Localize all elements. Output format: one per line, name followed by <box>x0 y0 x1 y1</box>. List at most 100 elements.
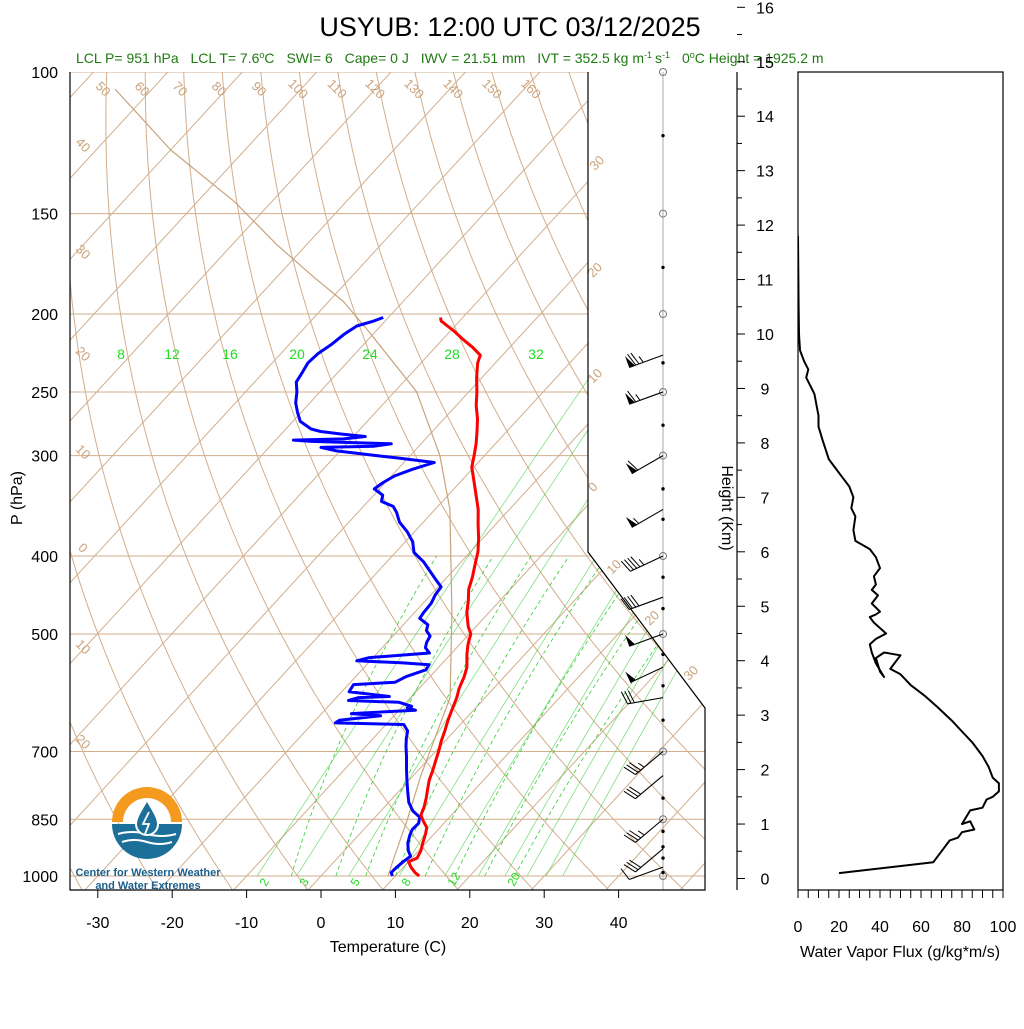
height-tick-label: 3 <box>761 708 770 725</box>
dry-adiabat-line <box>669 35 1024 893</box>
x-tick-label: 40 <box>610 915 628 932</box>
parcel-path <box>115 89 452 876</box>
height-tick-label: 16 <box>756 0 774 17</box>
dry-adiabat-label: 100 <box>285 76 311 102</box>
height-tick-label: 4 <box>761 654 770 671</box>
y-tick-label: 300 <box>31 449 58 466</box>
mixing-ratio-line <box>546 370 839 876</box>
dry-adiabat-line <box>819 35 1024 893</box>
wind-obs-dot <box>661 684 664 687</box>
flux-x-tick-label: 20 <box>830 919 848 936</box>
mixing-ratio-line <box>445 370 754 876</box>
mixing-ratio-label: 16 <box>222 346 238 362</box>
wind-obs-dot <box>661 871 664 874</box>
logo-text-line1: Center for Western Weather <box>75 867 221 879</box>
dewpoint-profile <box>293 318 441 877</box>
y-tick-label: 850 <box>31 812 58 829</box>
wind-obs-dot <box>661 134 664 137</box>
lcl-pressure: LCL P= 951 hPa <box>76 50 179 66</box>
mixing-ratio-label: 20 <box>289 346 305 362</box>
dry-adiabat-label: 70 <box>170 78 191 99</box>
y-tick-label: 700 <box>31 744 58 761</box>
isotherm-right-label: 0 <box>585 479 601 495</box>
isotherm-left-label: 30 <box>73 241 94 262</box>
isotherm-line <box>0 35 723 893</box>
swi-value: SWI= 6 <box>286 50 333 66</box>
height-tick-label: 6 <box>761 545 770 562</box>
isotherm-line <box>157 35 946 893</box>
isotherm-left-label: 10 <box>73 441 94 462</box>
cape-value: Cape= 0 J <box>345 50 409 66</box>
flux-x-tick-label: 0 <box>794 919 803 936</box>
isotherm-line <box>603 35 1024 893</box>
wind-barb <box>625 391 663 404</box>
isotherm-left-label: 10 <box>73 636 94 657</box>
dry-adiabat-label: 90 <box>249 78 270 99</box>
flux-frame <box>798 72 1003 890</box>
dry-adiabat-line <box>0 35 159 893</box>
wind-barb <box>624 849 663 872</box>
mixing-ratio-label: 28 <box>444 346 460 362</box>
mixing-ratio-bottom-label: 2 <box>256 875 272 888</box>
dry-adiabat-line <box>0 35 8 893</box>
dry-adiabat-line <box>744 35 1024 893</box>
dry-adiabat-label: 160 <box>518 76 544 102</box>
mixing-ratio-bottom-label: 8 <box>398 875 414 888</box>
wind-obs-dot <box>661 487 664 490</box>
wind-obs-dot <box>661 266 664 269</box>
isotherm-line <box>0 35 127 893</box>
height-tick-label: 5 <box>761 599 770 616</box>
x-tick-label: 20 <box>461 915 479 932</box>
dry-adiabat-line <box>594 35 1024 893</box>
wind-barb-column <box>621 69 667 891</box>
mixing-ratio-bottom-label: 20 <box>504 870 523 889</box>
x-tick-label: 30 <box>535 915 553 932</box>
skewt-background <box>0 35 1024 893</box>
wind-barb <box>621 556 663 571</box>
x-tick-label: -20 <box>161 915 184 932</box>
height-tick-label: 10 <box>756 327 774 344</box>
y-tick-label: 100 <box>31 65 58 82</box>
mixing-ratio-label: 24 <box>362 346 378 362</box>
mixing-ratio-label: 8 <box>117 346 125 362</box>
flux-x-tick-label: 60 <box>912 919 930 936</box>
dry-adiabat-label: 140 <box>440 76 466 102</box>
mixing-ratio-line <box>349 370 673 876</box>
chart-title: USYUB: 12:00 UTC 03/12/2025 <box>319 12 700 42</box>
skewt-profiles <box>115 89 480 876</box>
flux-x-axis-label: Water Vapor Flux (g/kg*m/s) <box>800 944 1000 961</box>
dry-adiabat-line <box>221 35 612 893</box>
wind-obs-dot <box>661 424 664 427</box>
lcl-temperature-unit: C <box>264 50 274 66</box>
ivt-exponent-2: -1 <box>662 50 670 60</box>
dry-adiabat-label: 50 <box>93 78 114 99</box>
x-tick-label: 10 <box>387 915 405 932</box>
height-tick-label: 11 <box>757 273 774 290</box>
flux-y-axis-label: Height (Km) <box>718 465 735 550</box>
isotherm-line <box>677 35 1024 893</box>
y-tick-label: 200 <box>31 307 58 324</box>
isotherm-line <box>231 35 1020 893</box>
skewt-x-axis-label: Temperature (C) <box>330 939 446 956</box>
isotherm-line <box>454 35 1024 893</box>
height-tick-label: 12 <box>756 218 774 235</box>
isotherm-line <box>0 35 425 893</box>
wind-barb <box>624 819 663 842</box>
height-tick-label: 1 <box>761 817 770 834</box>
wind-obs-dot <box>661 518 664 521</box>
flux-x-tick-label: 80 <box>953 919 971 936</box>
x-tick-label: -30 <box>86 915 109 932</box>
isotherm-right-label: 10 <box>603 556 624 577</box>
dry-adiabat-label: 130 <box>401 76 427 102</box>
isotherm-right-label: 20 <box>641 607 662 628</box>
mixing-ratio-line <box>563 370 854 876</box>
dry-adiabat-line <box>445 35 1024 893</box>
mixing-ratio-bottom-label: 3 <box>296 875 312 888</box>
dry-adiabat-line <box>706 35 1024 893</box>
isotherm-line <box>0 35 574 893</box>
wind-obs-dot <box>661 361 664 364</box>
ivt-exponent-1: -1 <box>644 50 652 60</box>
